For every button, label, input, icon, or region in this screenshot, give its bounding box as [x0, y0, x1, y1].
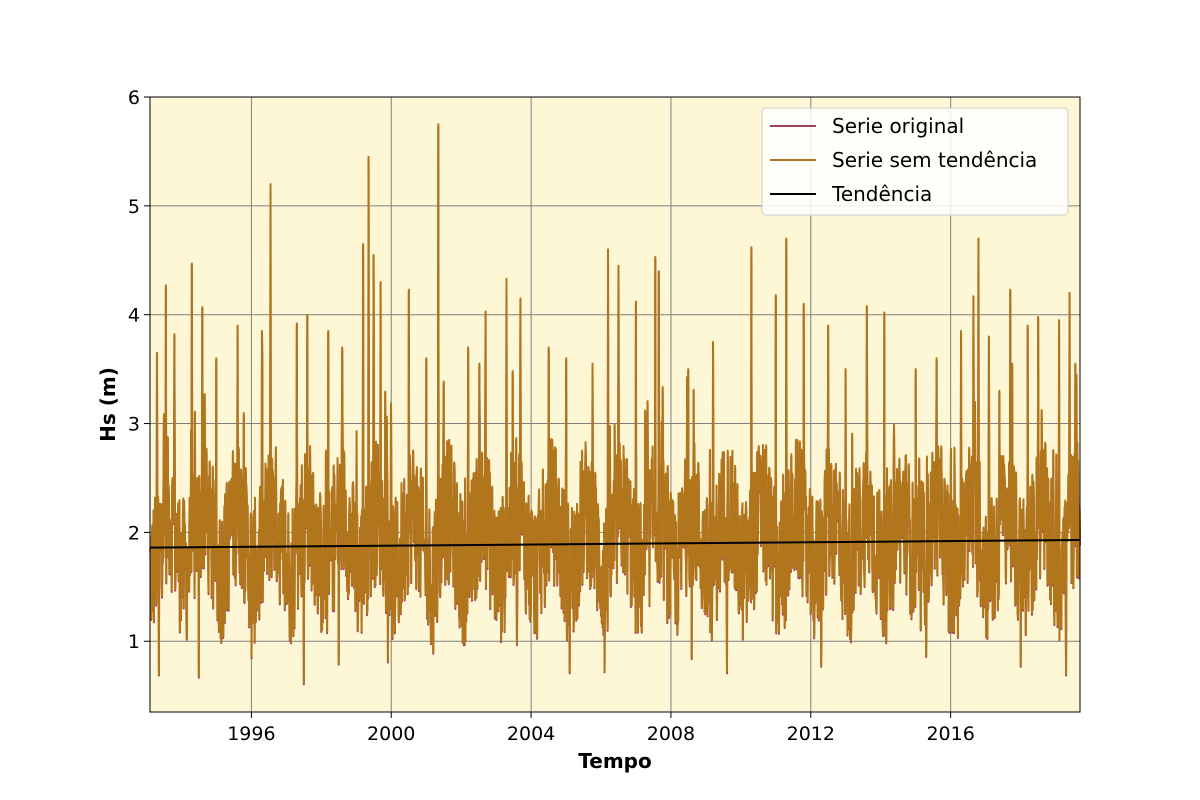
y-tick-label-5: 5	[128, 196, 140, 218]
y-tick-label-6: 6	[128, 87, 140, 109]
legend: Serie original Serie sem tendência Tendê…	[761, 107, 1069, 216]
x-tick-label-1996: 1996	[227, 723, 275, 745]
legend-label-serie-original: Serie original	[832, 114, 964, 138]
x-tick-label-2004: 2004	[507, 723, 555, 745]
y-tick-label-3: 3	[128, 414, 140, 436]
x-axis-ticks: 1996 2000 2004 2008 2012 2016	[227, 712, 975, 745]
x-tick-label-2012: 2012	[787, 723, 835, 745]
y-axis-ticks: 1 2 3 4 5 6	[128, 87, 150, 653]
y-tick-label-2: 2	[128, 522, 140, 544]
series-serie-sem-tendencia-line	[149, 123, 1081, 684]
x-tick-label-2016: 2016	[926, 723, 974, 745]
y-tick-label-4: 4	[128, 305, 140, 327]
legend-label-tendencia: Tendência	[831, 182, 932, 206]
legend-box	[761, 107, 1069, 216]
series-layer	[149, 123, 1081, 686]
y-tick-label-1: 1	[128, 631, 140, 653]
x-tick-label-2008: 2008	[647, 723, 695, 745]
plot-frame	[149, 96, 1081, 713]
x-tick-label-2000: 2000	[367, 723, 415, 745]
x-axis-label: Tempo	[578, 749, 651, 773]
y-axis-label: Hs (m)	[96, 367, 120, 442]
legend-label-serie-sem-tendencia: Serie sem tendência	[832, 148, 1037, 172]
series-tendencia-line	[149, 539, 1081, 549]
